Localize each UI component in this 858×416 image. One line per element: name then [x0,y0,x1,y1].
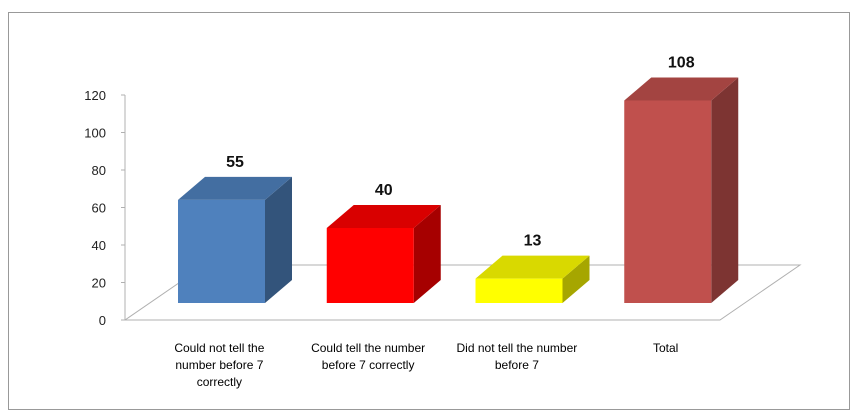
y-tick-label: 40 [92,238,106,253]
y-tick-label: 120 [84,88,106,103]
bar [475,278,563,303]
y-tick-label: 20 [92,276,106,291]
bar [624,100,712,303]
data-label: 108 [668,55,695,72]
y-tick-label: 0 [99,313,106,328]
x-tick-label: Could not tell the number before 7 corre… [174,341,265,389]
bar-top [624,77,739,101]
bar-side [265,176,292,303]
bar-top [178,176,292,200]
x-tick-label: Could tell the number before 7 correctly [311,341,426,372]
bar-top [326,205,441,228]
bar-side [562,255,590,303]
y-tick-label: 60 [92,201,106,216]
bar [326,228,414,303]
x-tick-label: Total [652,341,679,355]
bar-top [475,255,590,279]
data-label: 40 [375,182,393,199]
data-label: 55 [226,154,244,171]
y-tick-label: 80 [92,163,106,178]
y-tick-label: 100 [84,126,106,141]
bar [178,199,265,303]
x-tick-label: Did not tell the number before 7 [456,341,578,372]
bar-side [711,77,739,303]
bar-side [413,205,441,303]
data-label: 13 [524,233,542,250]
